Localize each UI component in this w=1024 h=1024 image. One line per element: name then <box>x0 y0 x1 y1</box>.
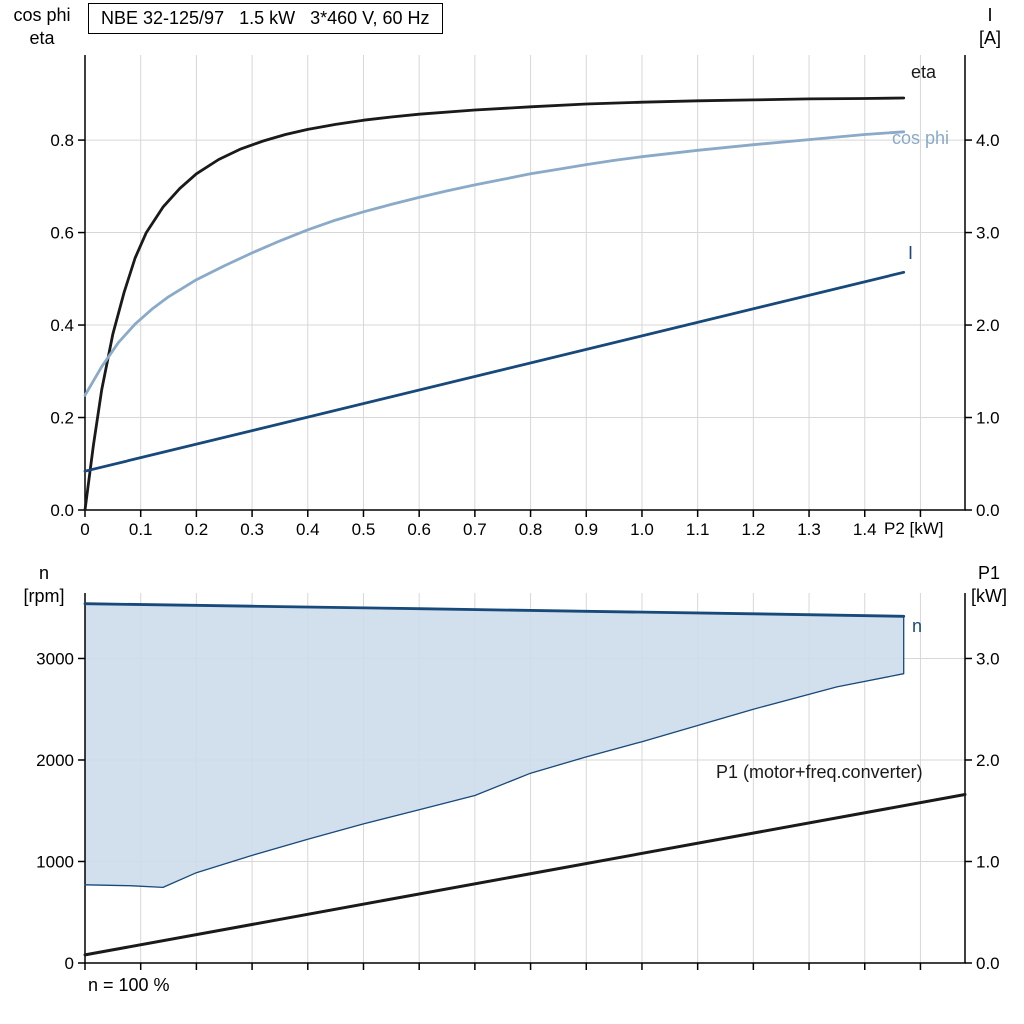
svg-text:0.8: 0.8 <box>50 131 74 150</box>
top-chart-right-axis-title: I [A] <box>962 4 1018 51</box>
bottom-chart-left-axis-title: n [rpm] <box>8 562 80 609</box>
svg-text:3.0: 3.0 <box>976 224 1000 243</box>
n-axis-title-line1: n <box>38 563 49 583</box>
left-axis-title-line2: eta <box>29 28 55 49</box>
svg-text:0.6: 0.6 <box>50 224 74 243</box>
p1-axis-title-line1: P1 <box>977 563 1001 583</box>
svg-text:I: I <box>908 243 913 263</box>
svg-text:P1 (motor+freq.converter): P1 (motor+freq.converter) <box>716 762 923 782</box>
svg-text:3000: 3000 <box>36 649 74 668</box>
right-axis-title-line1: I <box>987 5 993 25</box>
svg-text:4.0: 4.0 <box>976 131 1000 150</box>
left-axis-title-line1: cos phi <box>13 5 71 25</box>
svg-text:2000: 2000 <box>36 751 74 770</box>
svg-text:1.0: 1.0 <box>976 852 1000 871</box>
svg-text:1.0: 1.0 <box>976 409 1000 428</box>
right-axis-title-line2: [A] <box>978 28 1001 49</box>
svg-text:0.3: 0.3 <box>240 520 264 539</box>
bottom-chart-right-axis-title: P1 [kW] <box>958 562 1020 609</box>
svg-text:0.8: 0.8 <box>519 520 543 539</box>
svg-text:0.0: 0.0 <box>50 501 74 520</box>
svg-text:2.0: 2.0 <box>976 751 1000 770</box>
svg-text:1.1: 1.1 <box>686 520 710 539</box>
svg-text:0.6: 0.6 <box>407 520 431 539</box>
svg-text:3.0: 3.0 <box>976 649 1000 668</box>
svg-text:cos phi: cos phi <box>892 128 949 148</box>
svg-text:0.9: 0.9 <box>574 520 598 539</box>
svg-text:0.0: 0.0 <box>976 501 1000 520</box>
svg-text:0: 0 <box>80 520 89 539</box>
svg-text:0.2: 0.2 <box>185 520 209 539</box>
svg-text:2.0: 2.0 <box>976 316 1000 335</box>
top-chart-left-axis-title: cos phi eta <box>6 4 78 51</box>
svg-text:0.1: 0.1 <box>129 520 153 539</box>
n-axis-title-line2: [rpm] <box>23 586 65 607</box>
svg-text:0.0: 0.0 <box>976 954 1000 973</box>
svg-text:0.4: 0.4 <box>296 520 320 539</box>
chart-title-box: NBE 32-125/97 1.5 kW 3*460 V, 60 Hz <box>88 3 443 34</box>
svg-text:eta: eta <box>911 62 937 82</box>
svg-text:n: n <box>912 616 922 636</box>
svg-text:0: 0 <box>65 954 74 973</box>
svg-text:1.4: 1.4 <box>853 520 877 539</box>
svg-text:1000: 1000 <box>36 852 74 871</box>
svg-text:1.0: 1.0 <box>630 520 654 539</box>
p1-axis-title-line2: [kW] <box>971 586 1007 607</box>
svg-text:P2 [kW]: P2 [kW] <box>884 519 944 538</box>
svg-text:0.2: 0.2 <box>50 409 74 428</box>
svg-text:1.3: 1.3 <box>797 520 821 539</box>
svg-text:0.7: 0.7 <box>463 520 487 539</box>
svg-text:1.2: 1.2 <box>742 520 766 539</box>
svg-text:0.5: 0.5 <box>352 520 376 539</box>
svg-text:0.4: 0.4 <box>50 316 74 335</box>
speed-annotation: n = 100 % <box>88 975 170 995</box>
